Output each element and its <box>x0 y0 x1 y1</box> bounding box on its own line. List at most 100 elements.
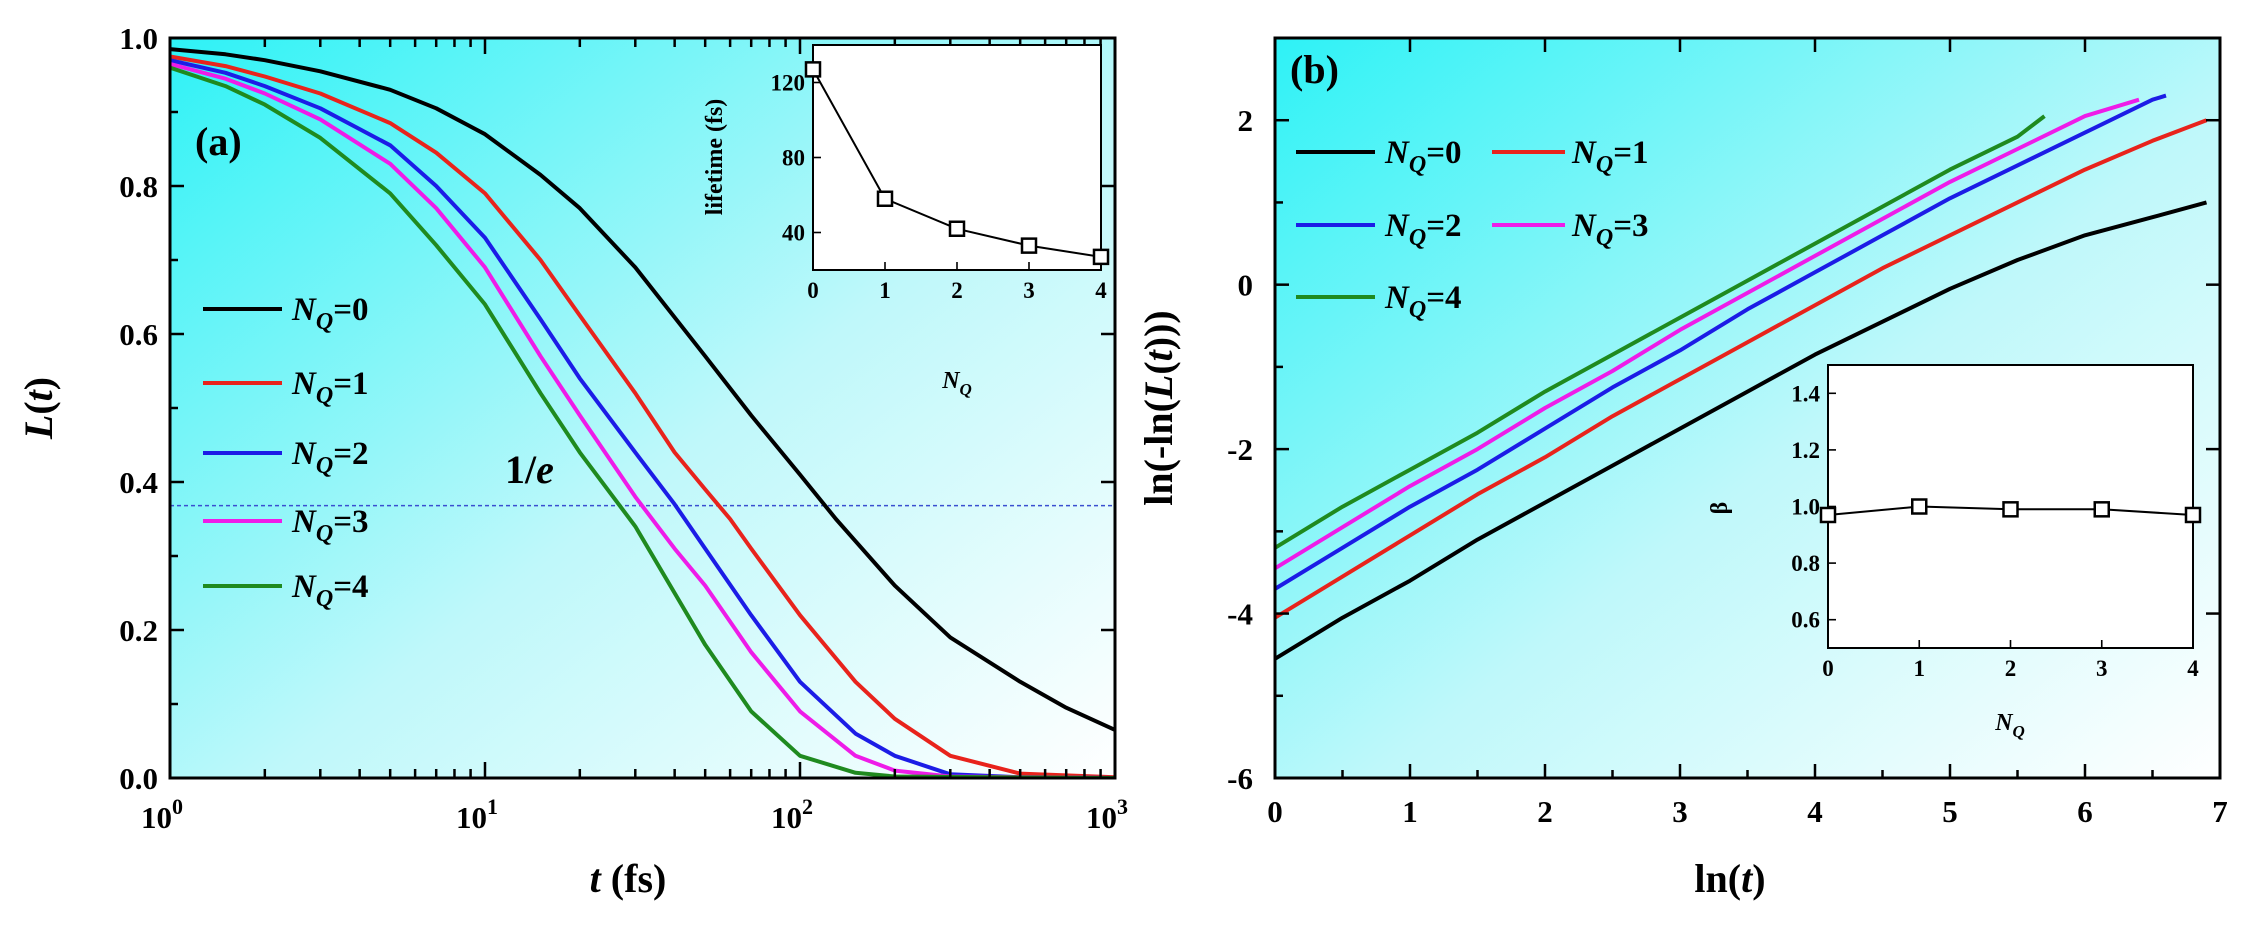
legend-value: 1 <box>352 366 369 402</box>
inset-b-y-label: β <box>1707 502 1733 515</box>
inset-b-x-sub: Q <box>2013 722 2025 741</box>
x-label-var: t <box>1741 856 1754 901</box>
inset-marker <box>948 220 966 237</box>
inset-y-tick-label: 80 <box>782 146 805 171</box>
y-tick-label-b: -2 <box>1227 432 1253 467</box>
y-axis-label-a: L(t) <box>16 377 61 440</box>
y-label-close: ))) <box>1136 310 1181 350</box>
x-axis-label-unit: (fs) <box>601 856 667 901</box>
x-tick-label-b: 6 <box>2077 794 2093 829</box>
y-tick-label-a: 0.6 <box>119 317 158 352</box>
y-tick-label-a: 1.0 <box>119 21 158 56</box>
x-tick-label-a: 102 <box>771 794 813 835</box>
y-label-open: ( <box>1136 361 1181 374</box>
inset-a: 0 1 2 3 4 40 80 120 lifetime (fs) NQ <box>702 44 1110 399</box>
x-axis-label-b: ln(t) <box>1694 856 1765 901</box>
x-tick-label-b: 1 <box>1402 794 1418 829</box>
y-label-open: ( <box>16 401 61 414</box>
legend-item-b-3: NQ=3 <box>1492 208 1649 251</box>
inset-x-tick-label: 2 <box>951 278 963 303</box>
x-tick-label-b: 4 <box>1807 794 1823 829</box>
y-tick-label-b: -4 <box>1227 597 1253 632</box>
series-line-a-2 <box>170 58 1115 778</box>
series-line-b-2 <box>1275 93 2167 591</box>
inset-y-tick-label: 40 <box>782 221 805 246</box>
panel-label-a: (a) <box>195 119 242 164</box>
inset-marker <box>2184 506 2202 524</box>
y-tick-label-b: -6 <box>1227 761 1253 796</box>
reference-label-var: e <box>536 447 554 492</box>
legend-item-b-2: NQ=2 <box>1296 208 1462 251</box>
y-tick-label-a: 0.2 <box>119 613 158 648</box>
inset-marker <box>876 190 894 207</box>
series-line-a-0 <box>170 47 1115 732</box>
series-line-b-1 <box>1275 118 2208 620</box>
reference-line-label: 1/e <box>505 447 554 492</box>
inset-x-tick-label: 0 <box>807 278 819 303</box>
x-tick-label-b: 5 <box>1942 794 1958 829</box>
inset-b: 0 1 2 3 4 0.6 0.8 1.0 1.2 1.4 β NQ <box>1707 364 2202 741</box>
series-line-b-3 <box>1275 97 2140 571</box>
inset-x-tick-label: 2 <box>2005 656 2017 681</box>
inset-marker <box>1020 237 1038 254</box>
legend-label: NQ=1 <box>1571 135 1649 178</box>
inset-y-tick-label: 0.8 <box>1791 551 1820 576</box>
y-label-var: L <box>1136 375 1181 400</box>
legend-value: 3 <box>1632 208 1649 244</box>
inset-marker <box>1819 506 1837 524</box>
reference-label-prefix: 1/ <box>505 447 537 492</box>
inset-marker <box>1092 248 1110 266</box>
inset-y-tick-label: 0.6 <box>1791 608 1820 633</box>
legend-item-b-1: NQ=1 <box>1492 135 1649 178</box>
legend-value: 4 <box>352 569 369 605</box>
legend-value: 1 <box>1632 135 1649 171</box>
inset-marker <box>2093 501 2110 518</box>
inset-b-x-label: NQ <box>1994 710 2025 741</box>
legend-value: 4 <box>1445 280 1462 316</box>
inset-a-content: 0 1 2 3 4 40 80 120 <box>771 61 1110 303</box>
inset-y-tick-label: 120 <box>771 71 806 96</box>
x-label-pre: ln( <box>1694 856 1741 901</box>
legend-value: 3 <box>352 504 369 540</box>
inset-x-tick-label: 1 <box>879 278 891 303</box>
x-axis-label-var: t <box>590 856 603 901</box>
series-line-a-1 <box>170 54 1115 778</box>
inset-marker <box>1911 498 1928 515</box>
inset-a-x-label: NQ <box>941 368 972 399</box>
y-label-pre: ln(-ln( <box>1136 399 1181 506</box>
x-tick-label-b: 3 <box>1672 794 1688 829</box>
inset-a-y-label: lifetime (fs) <box>702 99 728 216</box>
x-tick-label-b: 7 <box>2212 794 2228 829</box>
inset-x-tick-label: 3 <box>1023 278 1035 303</box>
inset-a-x-var: N <box>941 368 961 394</box>
inset-x-tick-label: 4 <box>2187 656 2199 681</box>
series-line-a-3 <box>170 61 1115 778</box>
y-tick-label-b: 2 <box>1238 103 1254 138</box>
inset-b-content: 0 1 2 3 4 0.6 0.8 1.0 1.2 1.4 <box>1791 381 2202 681</box>
y-label-arg: t <box>16 388 61 401</box>
inset-x-tick-label: 4 <box>1095 278 1107 303</box>
y-tick-label-a: 0.8 <box>119 169 158 204</box>
legend-value: 0 <box>1445 135 1462 171</box>
x-tick-label-a: 101 <box>456 794 498 835</box>
inset-a-x-sub: Q <box>960 380 972 399</box>
ticks-b: -6 -4 -2 0 2 0 1 2 3 4 5 6 7 <box>1227 38 2228 829</box>
x-tick-label-b: 0 <box>1267 794 1283 829</box>
inset-y-tick-label: 1.2 <box>1791 438 1820 463</box>
legend-label: NQ=3 <box>1571 208 1649 251</box>
panel-label-b: (b) <box>1290 47 1339 92</box>
x-tick-label-b: 2 <box>1537 794 1553 829</box>
series-line-b-4 <box>1275 114 2046 550</box>
inset-y-tick-label: 1.4 <box>1791 381 1820 406</box>
legend-b: NQ=0 NQ=1 NQ=2 NQ=3 NQ=4 <box>1296 135 1649 323</box>
series-group-a <box>170 47 1115 778</box>
x-axis-label-a: t (fs) <box>590 856 667 901</box>
series-group-b <box>1275 93 2208 661</box>
x-tick-label-a: 103 <box>1086 794 1128 835</box>
inset-x-tick-label: 1 <box>1914 656 1926 681</box>
y-axis-label-b: ln(-ln(L(t))) <box>1136 310 1181 506</box>
